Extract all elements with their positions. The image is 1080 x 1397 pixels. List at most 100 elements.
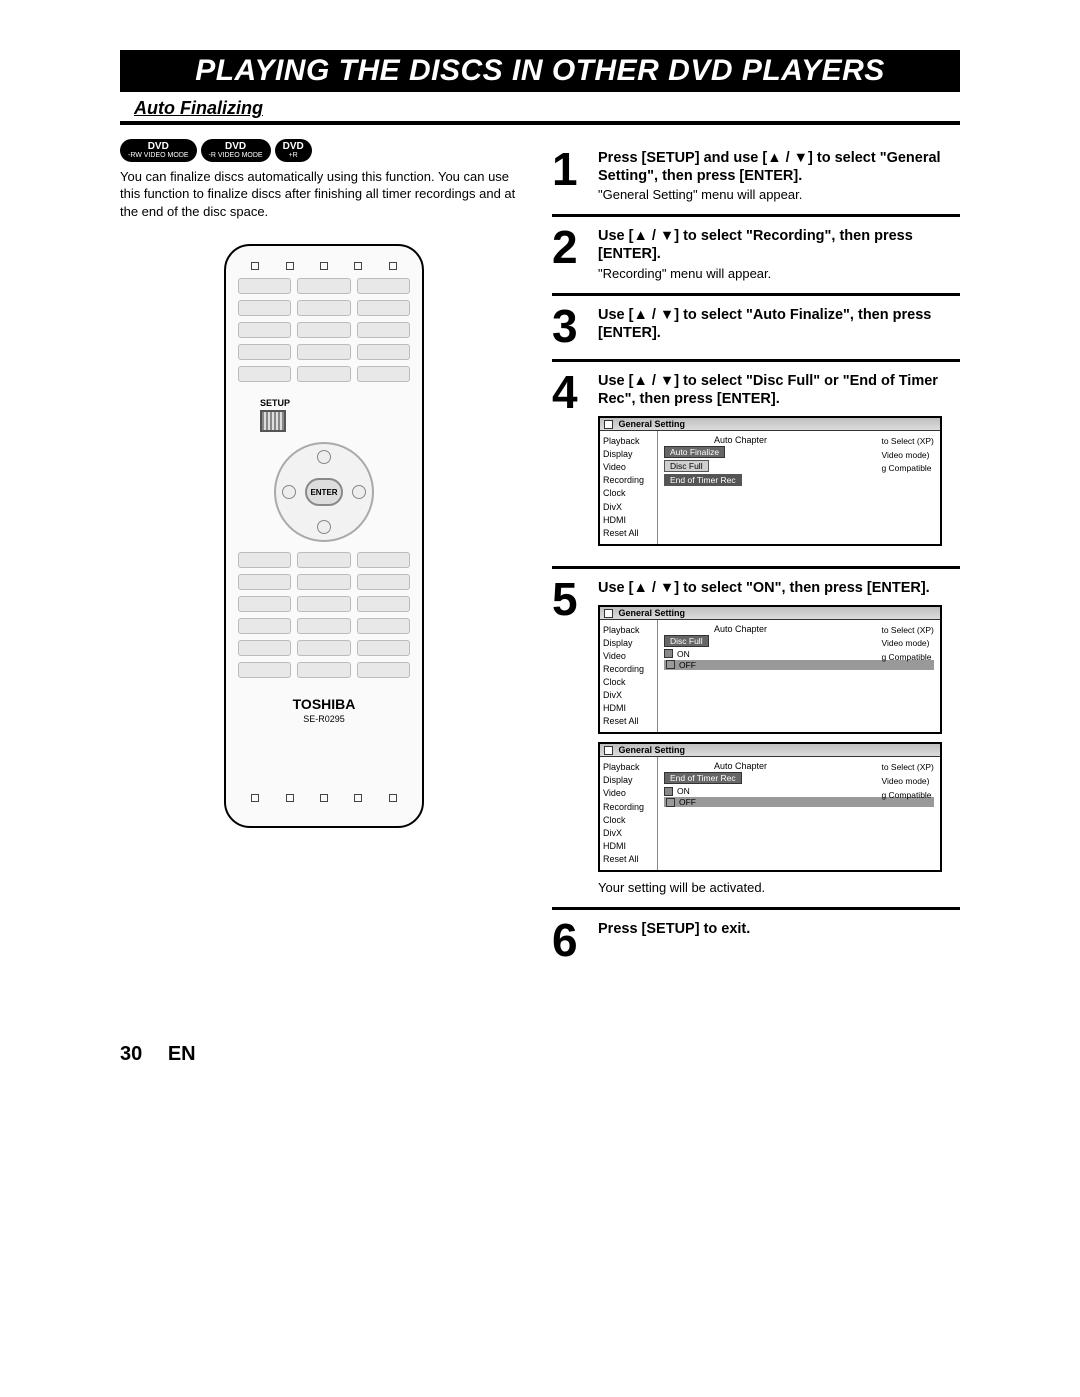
badge-line2: +R <box>283 152 304 160</box>
osd-title: General Setting <box>600 607 940 620</box>
osd-title: General Setting <box>600 418 940 431</box>
step-heading: Use [▲ / ▼] to select "Recording", then … <box>598 227 960 263</box>
remote-lower-buttons <box>238 552 410 678</box>
step-number: 4 <box>552 372 590 554</box>
intro-text: You can finalize discs automatically usi… <box>120 168 528 221</box>
checkbox-icon <box>666 798 675 807</box>
osd-title-text: General Setting <box>619 745 686 755</box>
arrow-down-icon <box>317 520 331 534</box>
subtitle-row: Auto Finalizing <box>120 94 960 125</box>
menu-item: DivX <box>603 827 654 840</box>
step-heading: Use [▲ / ▼] to select "Disc Full" or "En… <box>598 372 960 408</box>
remote-control-illustration: SETUP ENTER TOSH <box>224 244 424 828</box>
osd-note: g Compatible <box>881 462 933 476</box>
checkbox-icon <box>664 787 673 796</box>
menu-item: Display <box>603 774 654 787</box>
remote-bottom-holes <box>238 794 410 802</box>
menu-item: Reset All <box>603 853 654 866</box>
osd-option: Disc Full <box>664 460 709 472</box>
osd-right-notes: to Select (XP) Video mode) g Compatible <box>881 761 933 802</box>
menu-item: Display <box>603 637 654 650</box>
osd-right-pane: Auto Chapter Auto Finalize Disc Full End… <box>658 431 940 543</box>
disc-badge: DVD -RW VIDEO MODE <box>120 139 197 162</box>
menu-item: Display <box>603 448 654 461</box>
osd-right-notes: to Select (XP) Video mode) g Compatible <box>881 624 933 665</box>
menu-item: Playback <box>603 761 654 774</box>
menu-item: Playback <box>603 624 654 637</box>
section-subtitle: Auto Finalizing <box>134 98 263 118</box>
remote-setup-block: SETUP <box>238 398 410 432</box>
osd-option: End of Timer Rec <box>664 772 742 784</box>
step-heading: Use [▲ / ▼] to select "ON", then press [… <box>598 579 960 597</box>
step-subtext: "Recording" menu will appear. <box>598 266 960 281</box>
page-footer: 30 EN <box>120 1043 960 1066</box>
step-number: 1 <box>552 149 590 202</box>
step-number: 3 <box>552 306 590 347</box>
step-3: 3 Use [▲ / ▼] to select "Auto Finalize",… <box>552 293 960 359</box>
disc-badges: DVD -RW VIDEO MODE DVD -R VIDEO MODE DVD… <box>120 139 528 162</box>
osd-note: Video mode) <box>881 449 933 463</box>
menu-item: Recording <box>603 663 654 676</box>
osd-left-menu: Playback Display Video Recording Clock D… <box>600 757 658 869</box>
osd-title-text: General Setting <box>619 608 686 618</box>
step-5: 5 Use [▲ / ▼] to select "ON", then press… <box>552 566 960 907</box>
menu-item: HDMI <box>603 840 654 853</box>
page-number: 30 <box>120 1043 142 1065</box>
badge-line2: -R VIDEO MODE <box>209 152 263 160</box>
menu-item: DivX <box>603 689 654 702</box>
osd-right-pane: Auto Chapter Disc Full ON OFF <box>658 620 940 732</box>
remote-upper-buttons <box>238 278 410 382</box>
enter-button-icon: ENTER <box>305 478 343 506</box>
osd-note: g Compatible <box>881 789 933 803</box>
arrow-left-icon <box>282 485 296 499</box>
osd-note: Video mode) <box>881 775 933 789</box>
checkbox-icon <box>664 649 673 658</box>
step-number: 6 <box>552 920 590 961</box>
osd-note: to Select (XP) <box>881 761 933 775</box>
disc-badge: DVD +R <box>275 139 312 162</box>
step5-footnote: Your setting will be activated. <box>598 880 960 895</box>
step-4: 4 Use [▲ / ▼] to select "Disc Full" or "… <box>552 359 960 566</box>
remote-model: SE-R0295 <box>238 714 410 724</box>
menu-item: Recording <box>603 801 654 814</box>
osd-title-text: General Setting <box>619 419 686 429</box>
menu-item: DivX <box>603 501 654 514</box>
option-label: ON <box>677 649 690 659</box>
option-label: ON <box>677 786 690 796</box>
window-icon <box>604 609 613 618</box>
menu-item: Recording <box>603 474 654 487</box>
step-heading: Press [SETUP] to exit. <box>598 920 960 938</box>
menu-item: Clock <box>603 814 654 827</box>
menu-item: Playback <box>603 435 654 448</box>
badge-line2: -RW VIDEO MODE <box>128 152 189 160</box>
osd-step5b: General Setting Playback Display Video R… <box>598 742 942 872</box>
osd-left-menu: Playback Display Video Recording Clock D… <box>600 431 658 543</box>
arrow-right-icon <box>352 485 366 499</box>
badge-line1: DVD <box>225 141 246 152</box>
window-icon <box>604 420 613 429</box>
menu-item: Reset All <box>603 527 654 540</box>
page-title-bar: PLAYING THE DISCS IN OTHER DVD PLAYERS <box>120 50 960 92</box>
menu-item: Clock <box>603 676 654 689</box>
step-2: 2 Use [▲ / ▼] to select "Recording", the… <box>552 214 960 292</box>
remote-dpad: ENTER <box>274 442 374 542</box>
osd-option: End of Timer Rec <box>664 474 742 486</box>
osd-title: General Setting <box>600 744 940 757</box>
setup-label: SETUP <box>260 398 410 408</box>
osd-left-menu: Playback Display Video Recording Clock D… <box>600 620 658 732</box>
disc-badge: DVD -R VIDEO MODE <box>201 139 271 162</box>
option-label: OFF <box>679 797 696 807</box>
step-number: 5 <box>552 579 590 895</box>
arrow-up-icon <box>317 450 331 464</box>
step-number: 2 <box>552 227 590 280</box>
osd-right-notes: to Select (XP) Video mode) g Compatible <box>881 435 933 476</box>
menu-item: Reset All <box>603 715 654 728</box>
osd-note: Video mode) <box>881 637 933 651</box>
osd-step5a: General Setting Playback Display Video R… <box>598 605 942 735</box>
page-lang: EN <box>168 1043 196 1065</box>
option-label: OFF <box>679 660 696 670</box>
window-icon <box>604 746 613 755</box>
osd-step4: General Setting Playback Display Video R… <box>598 416 942 546</box>
step-subtext: "General Setting" menu will appear. <box>598 187 960 202</box>
osd-note: g Compatible <box>881 651 933 665</box>
